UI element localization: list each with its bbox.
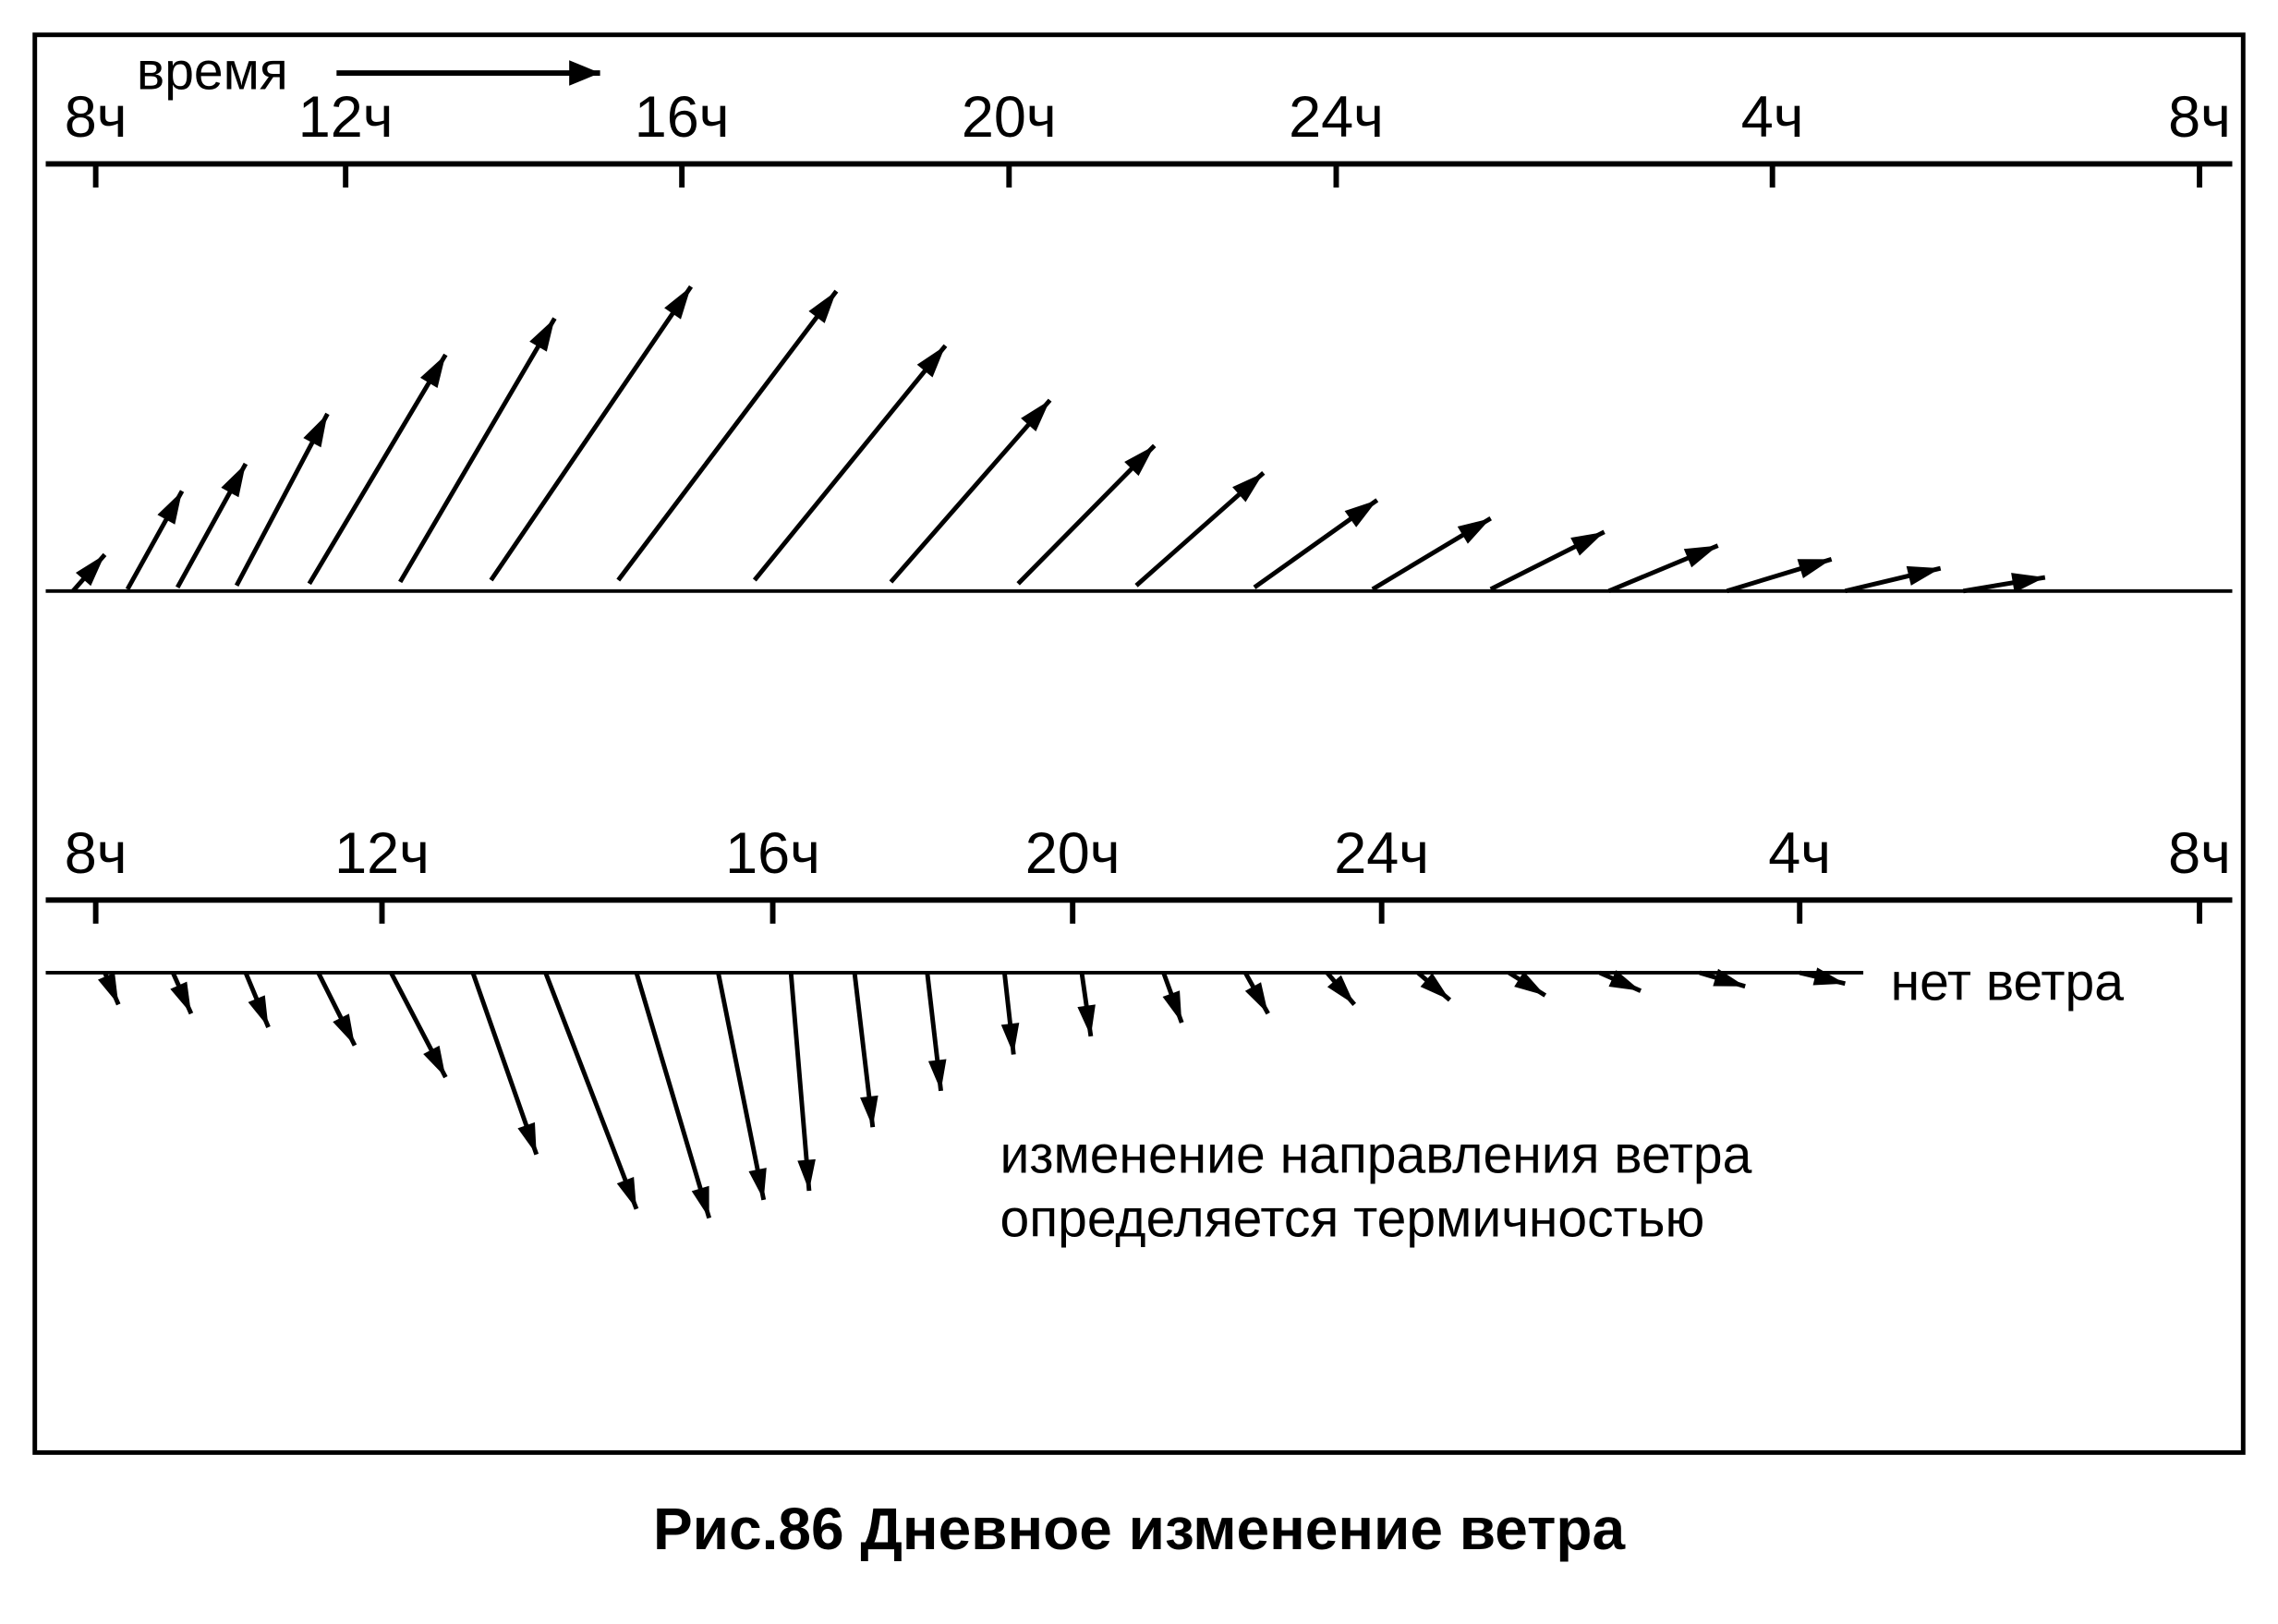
- lower-wind-arrow-head: [98, 973, 118, 1005]
- upper-wind-arrow-shaft: [400, 319, 554, 582]
- lower-wind-arrow-head: [1245, 982, 1268, 1013]
- upper-wind-arrow-head: [303, 414, 327, 447]
- upper-wind-arrow-head: [420, 355, 445, 388]
- top-axis-tick-label: 24ч: [1289, 85, 1384, 150]
- bottom-axis-tick-label: 24ч: [1334, 821, 1429, 886]
- lower-wind-arrow-head: [517, 1122, 536, 1155]
- upper-wind-arrow-head: [157, 491, 182, 525]
- lower-wind-arrow-head: [333, 1013, 355, 1045]
- lower-wind-arrow-head: [1813, 967, 1846, 985]
- top-axis-tick-label: 4ч: [1741, 85, 1804, 150]
- bottom-axis-tick-label: 4ч: [1768, 821, 1831, 886]
- time-axis-label: время: [137, 42, 288, 102]
- lower-wind-arrow-head: [248, 995, 269, 1027]
- lower-wind-arrow-head: [170, 982, 191, 1014]
- upper-wind-arrow-head: [1345, 500, 1377, 527]
- upper-wind-arrow-shaft: [309, 355, 446, 584]
- upper-wind-arrow-head: [1684, 546, 1718, 568]
- lower-wind-arrow-head: [1077, 1004, 1095, 1036]
- upper-wind-arrow-shaft: [618, 291, 836, 580]
- bottom-axis-tick-label: 12ч: [334, 821, 430, 886]
- lower-wind-arrow-head: [748, 1168, 766, 1200]
- lower-wind-arrow-shaft: [719, 973, 764, 1200]
- lower-wind-arrow-shaft: [791, 973, 809, 1191]
- upper-wind-arrow-head: [1570, 532, 1604, 556]
- figure-caption: Рис.86 Дневное изменение ветра: [18, 1495, 2260, 1563]
- bottom-axis-tick-label: 20ч: [1025, 821, 1121, 886]
- upper-wind-arrow-shaft: [491, 286, 691, 580]
- upper-wind-arrow-head: [1798, 559, 1832, 578]
- lower-wind-arrow-head: [1001, 1023, 1020, 1054]
- lower-wind-arrow-head: [928, 1060, 947, 1091]
- lower-wind-arrow-shaft: [546, 973, 636, 1209]
- bottom-axis-tick-label: 16ч: [725, 821, 820, 886]
- bottom-axis-tick-label: 8ч: [65, 821, 127, 886]
- bottom-axis-tick-label: 8ч: [2168, 821, 2231, 886]
- diagram-svg: время8ч12ч16ч20ч24ч4ч8ч8ч12ч16ч20ч24ч4ч8…: [18, 18, 2260, 1473]
- top-axis-tick-label: 20ч: [962, 85, 1057, 150]
- top-axis-tick-label: 16ч: [635, 85, 730, 150]
- upper-wind-arrow-head: [808, 291, 836, 323]
- upper-wind-arrow-head: [664, 286, 691, 319]
- upper-wind-arrow-head: [221, 464, 246, 497]
- top-axis-tick-label: 12ч: [298, 85, 394, 150]
- description-line-2: определяется термичностью: [1000, 1189, 1704, 1248]
- lower-wind-arrow-head: [1163, 990, 1182, 1023]
- lower-wind-arrow-head: [1514, 971, 1545, 995]
- lower-wind-arrow-shaft: [636, 973, 709, 1218]
- lower-wind-arrow-head: [617, 1177, 636, 1209]
- upper-wind-arrow-head: [1907, 566, 1941, 586]
- top-axis-tick-label: 8ч: [65, 85, 127, 150]
- lower-wind-arrow-head: [423, 1046, 445, 1077]
- upper-wind-arrow-shaft: [891, 400, 1049, 582]
- lower-wind-arrow-head: [692, 1186, 709, 1218]
- upper-wind-arrow-head: [1458, 518, 1491, 544]
- top-axis-tick-label: 8ч: [2168, 85, 2231, 150]
- no-wind-label: нет ветра: [1891, 952, 2125, 1012]
- time-arrow-head: [569, 60, 600, 86]
- upper-wind-arrow-shaft: [755, 345, 946, 580]
- description-line-1: изменение направления ветра: [1000, 1125, 1751, 1184]
- wind-diagram-figure: время8ч12ч16ч20ч24ч4ч8ч8ч12ч16ч20ч24ч4ч8…: [18, 18, 2260, 1563]
- lower-wind-arrow-head: [860, 1096, 878, 1127]
- upper-wind-arrow-head: [529, 319, 554, 352]
